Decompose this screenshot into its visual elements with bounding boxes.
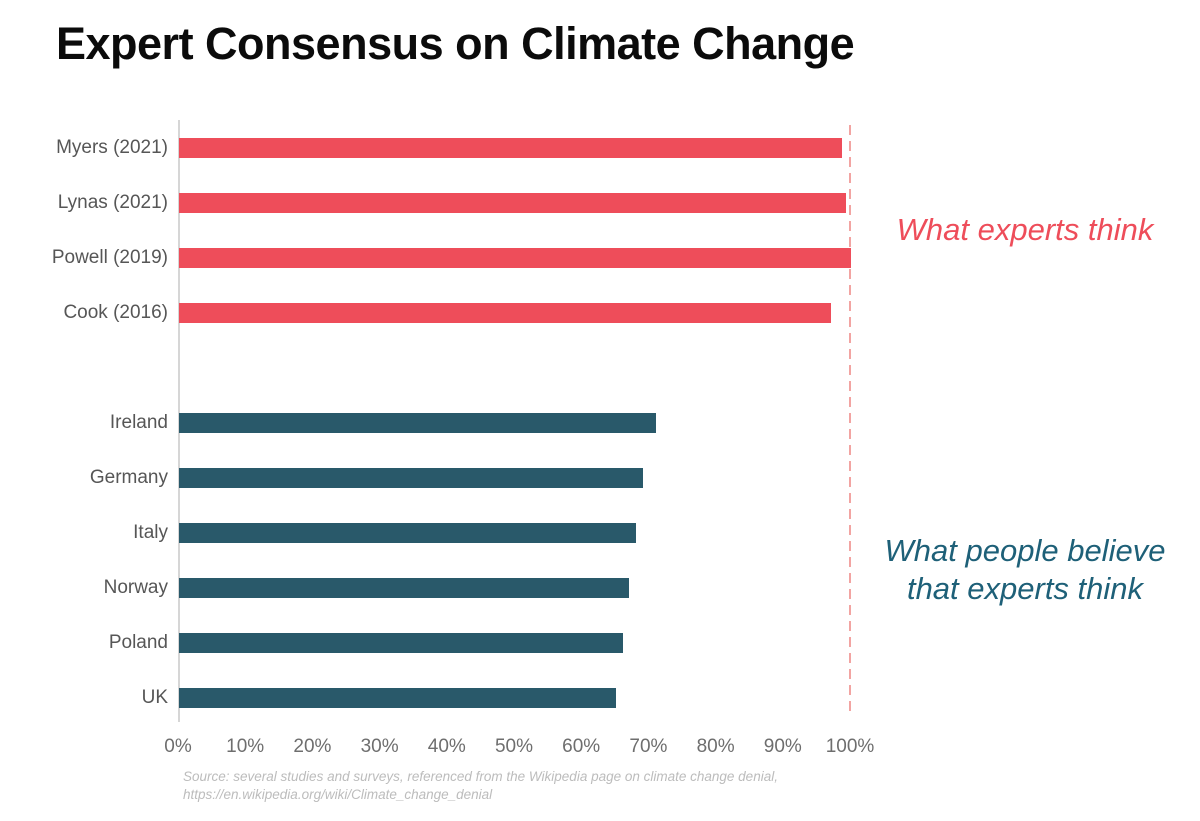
x-tick-100: 100%: [825, 736, 875, 757]
bar-label-poland: Poland: [108, 632, 168, 653]
bar-label-uk: UK: [141, 687, 168, 708]
x-tick-70: 70%: [629, 736, 668, 757]
bar-ireland: [179, 413, 657, 433]
annotation-public-line2: that experts think: [906, 571, 1144, 606]
x-tick-90: 90%: [763, 736, 802, 757]
bar-uk: [179, 688, 616, 708]
chart-title: Expert Consensus on Climate Change: [56, 18, 855, 69]
bar-lynas-2021: [179, 193, 846, 213]
x-tick-80: 80%: [696, 736, 735, 757]
bar-poland: [179, 633, 623, 653]
bar-label-norway: Norway: [103, 577, 168, 598]
annotation-public-line1: What people believe: [884, 533, 1166, 568]
source-note: Source: several studies and surveys, ref…: [183, 768, 778, 804]
bar-label-myers-2021: Myers (2021): [56, 137, 168, 158]
bar-powell-2019: [179, 248, 851, 268]
bar-cook-2016: [179, 303, 831, 323]
bar-label-italy: Italy: [133, 522, 168, 543]
x-tick-10: 10%: [226, 736, 265, 757]
annotation-what-people-believe: What people believe that experts think: [850, 532, 1200, 608]
bar-germany: [179, 468, 643, 488]
bar-label-powell-2019: Powell (2019): [51, 247, 168, 268]
source-line2: https://en.wikipedia.org/wiki/Climate_ch…: [183, 787, 493, 802]
bar-italy: [179, 523, 636, 543]
x-tick-60: 60%: [562, 736, 601, 757]
bar-label-ireland: Ireland: [109, 412, 168, 433]
bar-label-cook-2016: Cook (2016): [63, 302, 168, 323]
x-tick-30: 30%: [360, 736, 399, 757]
reference-line-100-percent: [849, 125, 851, 717]
bar-norway: [179, 578, 630, 598]
bar-label-lynas-2021: Lynas (2021): [57, 192, 168, 213]
x-tick-0: 0%: [164, 736, 192, 757]
bar-myers-2021: [179, 138, 843, 158]
bar-label-germany: Germany: [89, 467, 168, 488]
x-tick-40: 40%: [427, 736, 466, 757]
x-tick-20: 20%: [293, 736, 332, 757]
annotation-what-experts-think: What experts think: [896, 212, 1154, 247]
x-tick-50: 50%: [494, 736, 534, 757]
source-line1: Source: several studies and surveys, ref…: [183, 769, 778, 784]
